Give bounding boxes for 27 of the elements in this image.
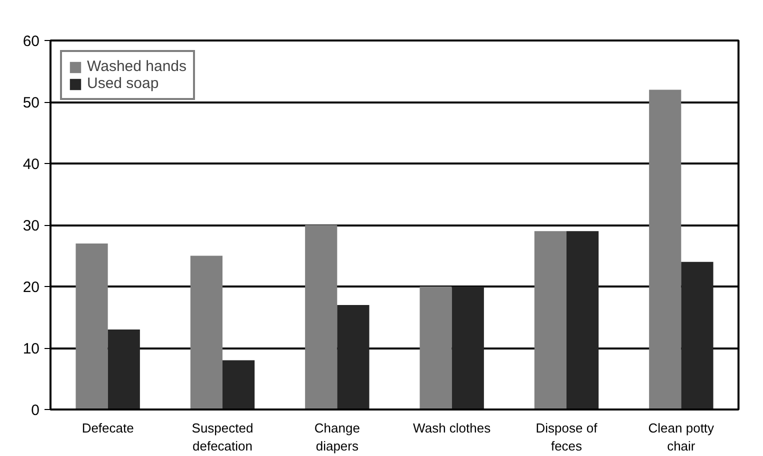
- x-tick-label: Defecate: [82, 420, 134, 436]
- bar: [420, 286, 452, 410]
- bar: [566, 231, 599, 410]
- y-tick-label: 40: [22, 156, 40, 173]
- x-tick-label: Wash clothes: [413, 420, 492, 436]
- bar: [337, 304, 370, 410]
- y-tick-label: 20: [22, 279, 40, 296]
- x-tick-label: Change diapers: [314, 420, 360, 454]
- bar: [534, 231, 566, 410]
- x-tick-label: Suspected defecation: [192, 420, 254, 454]
- bar: [649, 90, 682, 410]
- y-tick-label: 30: [22, 218, 40, 234]
- bar: [305, 225, 338, 410]
- y-tick-label: 10: [22, 340, 40, 358]
- bar: [108, 330, 140, 410]
- legend-label: Used soap: [87, 75, 159, 92]
- bar: [681, 262, 714, 410]
- bar: [452, 286, 484, 410]
- y-tick-label: 60: [22, 33, 40, 50]
- y-tick-label: 50: [22, 94, 40, 112]
- legend-label: Washed hands: [87, 58, 187, 75]
- y-tick-label: 0: [31, 402, 40, 419]
- bar: [190, 256, 222, 410]
- x-tick-label: Dispose of feces: [536, 420, 598, 454]
- x-tick-label: Clean potty chair: [648, 420, 715, 454]
- bar: [222, 360, 255, 410]
- bar: [76, 243, 108, 410]
